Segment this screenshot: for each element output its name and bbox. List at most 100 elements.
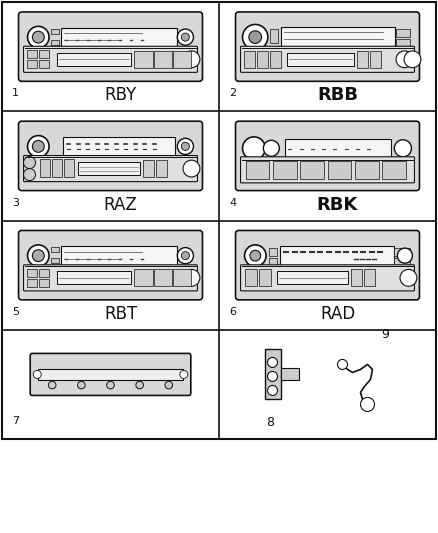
FancyBboxPatch shape (240, 157, 414, 183)
Circle shape (397, 248, 413, 263)
Bar (39, 50, 49, 58)
Bar (27, 269, 36, 277)
Bar (2, 2, 436, 439)
Bar (51, 39, 59, 45)
Circle shape (183, 51, 200, 68)
Bar (52, 159, 61, 177)
Bar (173, 51, 191, 68)
Text: 5: 5 (12, 307, 19, 317)
Bar (396, 39, 410, 47)
Bar (51, 258, 59, 263)
Bar (57, 53, 131, 66)
Bar (39, 279, 49, 287)
Bar (61, 28, 177, 47)
Bar (39, 269, 49, 277)
Circle shape (250, 251, 261, 261)
Circle shape (177, 29, 194, 45)
Bar (258, 269, 271, 286)
Circle shape (183, 269, 200, 286)
Bar (269, 248, 277, 256)
FancyBboxPatch shape (240, 46, 414, 72)
Bar (173, 269, 191, 286)
Circle shape (268, 358, 278, 367)
Circle shape (32, 141, 44, 152)
Circle shape (360, 398, 374, 411)
Circle shape (249, 31, 261, 44)
Circle shape (263, 140, 279, 156)
Bar (38, 369, 183, 379)
Circle shape (33, 370, 41, 378)
Bar (280, 246, 395, 265)
Bar (57, 271, 131, 285)
Bar (269, 51, 280, 68)
Circle shape (400, 269, 417, 286)
Text: 4: 4 (229, 198, 236, 207)
Text: RAZ: RAZ (104, 196, 138, 214)
FancyBboxPatch shape (18, 121, 202, 191)
Bar (395, 248, 410, 256)
Text: 3: 3 (12, 198, 19, 207)
Bar (395, 257, 410, 265)
Bar (285, 139, 392, 158)
Circle shape (177, 247, 194, 264)
Bar (51, 29, 59, 34)
Bar (265, 350, 280, 399)
Text: RBK: RBK (317, 196, 358, 214)
Bar (269, 257, 277, 265)
Bar (257, 51, 268, 68)
Bar (63, 137, 175, 156)
Circle shape (32, 250, 44, 262)
Bar (396, 29, 410, 37)
Circle shape (136, 381, 144, 389)
FancyBboxPatch shape (236, 12, 420, 82)
Bar (154, 51, 172, 68)
FancyBboxPatch shape (24, 46, 198, 72)
Circle shape (244, 245, 266, 266)
Circle shape (183, 160, 200, 177)
Circle shape (181, 252, 189, 260)
Text: RBB: RBB (317, 86, 358, 104)
FancyBboxPatch shape (240, 265, 414, 291)
FancyBboxPatch shape (24, 156, 198, 182)
Bar (143, 160, 154, 177)
Bar (27, 279, 36, 287)
Bar (280, 368, 299, 381)
Circle shape (394, 140, 411, 157)
Bar (281, 27, 395, 47)
FancyBboxPatch shape (236, 230, 420, 300)
Circle shape (268, 372, 278, 382)
Text: RAD: RAD (320, 305, 355, 323)
Circle shape (28, 245, 49, 266)
Text: RBT: RBT (104, 305, 137, 323)
Circle shape (32, 31, 44, 43)
Circle shape (49, 381, 56, 389)
Circle shape (404, 51, 421, 68)
Text: 9: 9 (381, 328, 389, 341)
Text: 8: 8 (266, 416, 275, 430)
Bar (27, 50, 36, 58)
Bar (134, 269, 153, 286)
Circle shape (268, 385, 278, 395)
FancyBboxPatch shape (30, 353, 191, 395)
Bar (244, 51, 254, 68)
Text: 2: 2 (229, 88, 236, 98)
FancyBboxPatch shape (18, 230, 202, 300)
Circle shape (243, 137, 265, 160)
Circle shape (181, 33, 189, 41)
Text: RBY: RBY (104, 86, 137, 104)
Bar (64, 159, 74, 177)
Circle shape (24, 168, 35, 181)
Text: 1: 1 (12, 88, 19, 98)
Text: 6: 6 (229, 307, 236, 317)
Circle shape (396, 51, 413, 68)
Bar (270, 29, 278, 43)
Circle shape (243, 25, 268, 50)
Bar (382, 160, 406, 179)
Bar (39, 159, 49, 177)
Bar (154, 269, 172, 286)
Bar (156, 160, 167, 177)
Bar (351, 269, 362, 286)
Circle shape (28, 26, 49, 48)
Circle shape (180, 370, 188, 378)
Circle shape (78, 381, 85, 389)
